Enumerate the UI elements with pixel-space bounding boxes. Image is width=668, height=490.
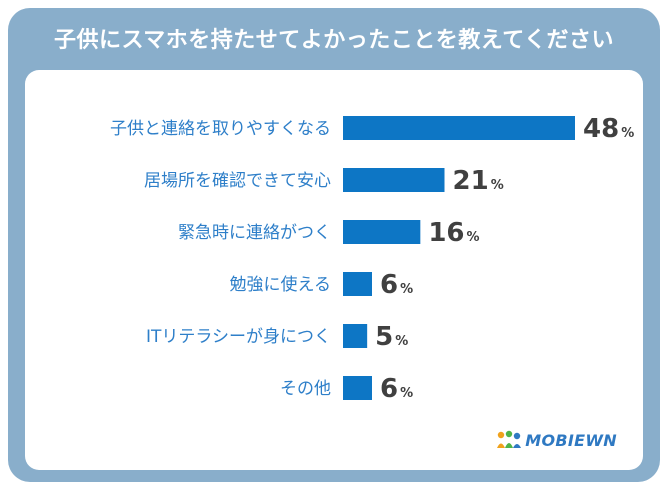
unit-label: % bbox=[395, 334, 408, 349]
value-label: 6% bbox=[380, 374, 413, 404]
value-label: 5% bbox=[375, 322, 408, 352]
unit-label: % bbox=[400, 282, 413, 297]
bar bbox=[343, 116, 575, 140]
unit-label: % bbox=[491, 178, 504, 193]
unit-label: % bbox=[400, 386, 413, 401]
bar bbox=[343, 376, 372, 400]
value-label: 6% bbox=[380, 270, 413, 300]
bar-chart: 子供と連絡を取りやすくなる 48 % 居場所を確認できて安心 21 % 緊急時に連絡がつく 1… bbox=[110, 114, 634, 404]
chart-panel: 子供と連絡を取りやすくなる 48% 居場所を確認できて安心 21% 緊急時に連絡がつく 1… bbox=[25, 70, 643, 470]
people-network-logo-icon bbox=[496, 430, 522, 450]
category-label: 緊急時に連絡がつく bbox=[178, 223, 331, 243]
unit-label: % bbox=[467, 230, 480, 245]
bar bbox=[343, 272, 372, 296]
value-label: 16% bbox=[428, 218, 479, 248]
category-label: ITリテラシーが身につく bbox=[146, 327, 331, 347]
bar bbox=[343, 168, 445, 192]
chart-frame: 子供にスマホを持たせてよかったことを教えてください 子供と連絡を取りやすくなる 4… bbox=[8, 8, 660, 482]
logo-text: MOBIEWN bbox=[525, 430, 617, 450]
value-label: 48% bbox=[583, 114, 634, 144]
bar bbox=[343, 220, 421, 244]
category-label: 勉強に使える bbox=[230, 274, 332, 295]
chart-title: 子供にスマホを持たせてよかったことを教えてください bbox=[53, 28, 615, 53]
bar bbox=[343, 324, 368, 348]
category-label: 子供と連絡を取りやすくなる bbox=[110, 119, 331, 139]
unit-label: % bbox=[621, 126, 634, 141]
value-label: 21% bbox=[453, 166, 504, 196]
mobiewn-logo: MOBIEWN bbox=[496, 430, 617, 450]
category-label: その他 bbox=[280, 379, 331, 399]
category-label: 居場所を確認できて安心 bbox=[144, 171, 331, 191]
